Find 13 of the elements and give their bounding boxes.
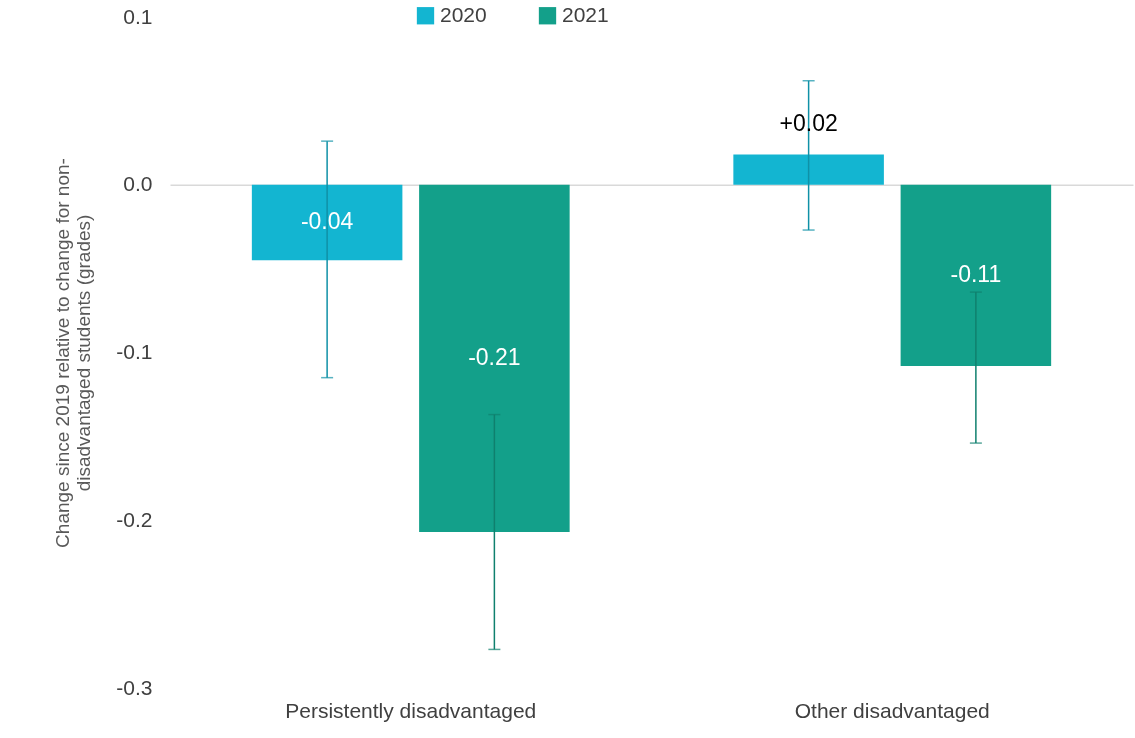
y-tick-label: 0.1 — [123, 4, 153, 28]
x-tick-label: Persistently disadvantaged — [285, 698, 537, 722]
data-label: -0.11 — [950, 261, 1002, 288]
legend-label: 2020 — [440, 2, 487, 26]
y-tick-label: -0.2 — [116, 507, 153, 531]
y-tick-label: -0.1 — [116, 340, 153, 363]
y-tick-label: 0.0 — [123, 172, 153, 196]
data-label: -0.04 — [300, 208, 354, 235]
x-tick-label: Other disadvantaged — [794, 698, 990, 722]
y-axis-title: Change since 2019 relative to change for non-disadvantaged students (grades) — [52, 158, 95, 548]
y-tick-label: -0.3 — [116, 675, 153, 699]
data-label: -0.21 — [468, 344, 521, 371]
legend-label: 2021 — [562, 2, 609, 26]
